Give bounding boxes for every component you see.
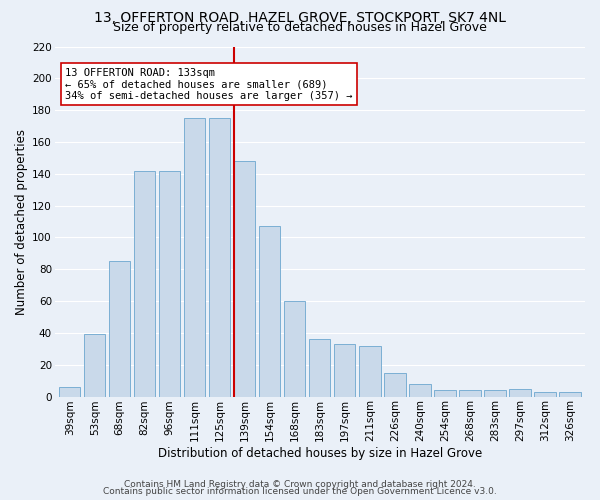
Bar	[259, 226, 280, 396]
Bar	[460, 390, 481, 396]
Bar	[59, 387, 80, 396]
Bar	[134, 170, 155, 396]
Bar	[234, 161, 256, 396]
Text: 13 OFFERTON ROAD: 133sqm
← 65% of detached houses are smaller (689)
34% of semi-: 13 OFFERTON ROAD: 133sqm ← 65% of detach…	[65, 68, 353, 100]
Bar	[509, 388, 530, 396]
Bar	[284, 301, 305, 396]
Bar	[434, 390, 455, 396]
Bar	[159, 170, 181, 396]
Y-axis label: Number of detached properties: Number of detached properties	[15, 128, 28, 314]
Bar	[84, 334, 106, 396]
Text: 13, OFFERTON ROAD, HAZEL GROVE, STOCKPORT, SK7 4NL: 13, OFFERTON ROAD, HAZEL GROVE, STOCKPOR…	[94, 12, 506, 26]
Bar	[359, 346, 380, 397]
Bar	[184, 118, 205, 396]
Bar	[109, 262, 130, 396]
Text: Size of property relative to detached houses in Hazel Grove: Size of property relative to detached ho…	[113, 22, 487, 35]
Bar	[484, 390, 506, 396]
Bar	[209, 118, 230, 396]
Bar	[535, 392, 556, 396]
Bar	[309, 340, 331, 396]
Text: Contains public sector information licensed under the Open Government Licence v3: Contains public sector information licen…	[103, 487, 497, 496]
Bar	[409, 384, 431, 396]
Text: Contains HM Land Registry data © Crown copyright and database right 2024.: Contains HM Land Registry data © Crown c…	[124, 480, 476, 489]
Bar	[559, 392, 581, 396]
X-axis label: Distribution of detached houses by size in Hazel Grove: Distribution of detached houses by size …	[158, 447, 482, 460]
Bar	[334, 344, 355, 397]
Bar	[384, 372, 406, 396]
